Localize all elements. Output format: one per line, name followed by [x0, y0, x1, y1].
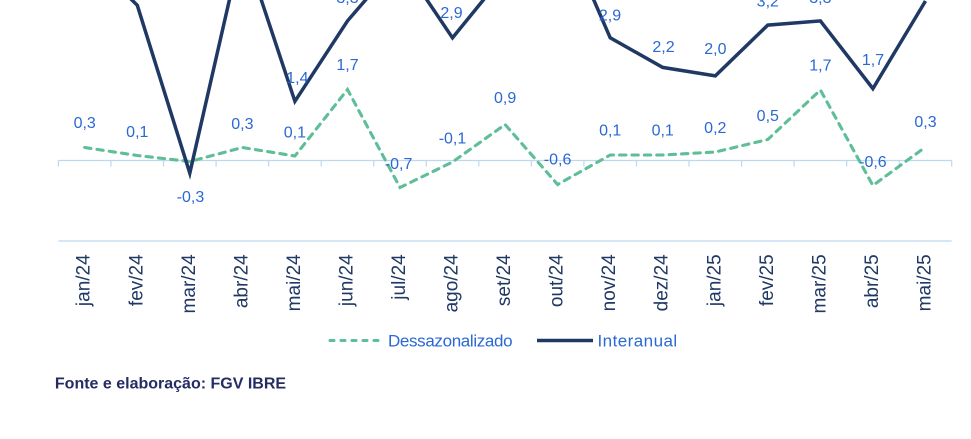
- svg-text:jan/24: jan/24: [74, 254, 95, 307]
- svg-text:mar/25: mar/25: [809, 254, 830, 313]
- svg-text:ago/24: ago/24: [442, 254, 463, 313]
- svg-text:0,9: 0,9: [494, 90, 516, 107]
- svg-text:mar/24: mar/24: [179, 254, 200, 314]
- svg-text:3,3: 3,3: [336, 0, 358, 7]
- svg-text:0,1: 0,1: [284, 125, 306, 142]
- svg-text:mai/25: mai/25: [915, 254, 936, 311]
- svg-text:mai/24: mai/24: [284, 254, 305, 311]
- svg-text:-0,1: -0,1: [439, 131, 467, 148]
- svg-text:1,4: 1,4: [286, 70, 308, 87]
- svg-text:set/24: set/24: [494, 254, 515, 306]
- svg-text:Fonte e elaboração: FGV IBRE: Fonte e elaboração: FGV IBRE: [55, 375, 286, 392]
- svg-text:-0,6: -0,6: [544, 152, 572, 169]
- svg-text:-0,3: -0,3: [177, 189, 205, 206]
- svg-text:0,1: 0,1: [599, 123, 621, 140]
- svg-text:0,1: 0,1: [126, 124, 148, 141]
- svg-text:0,5: 0,5: [757, 108, 779, 125]
- svg-text:fev/24: fev/24: [126, 254, 147, 306]
- svg-text:0,3: 0,3: [231, 116, 253, 133]
- svg-text:1,7: 1,7: [336, 57, 358, 74]
- svg-text:3,2: 3,2: [757, 0, 779, 11]
- svg-text:2,9: 2,9: [440, 5, 462, 22]
- svg-text:jan/25: jan/25: [704, 254, 725, 307]
- svg-text:dez/24: dez/24: [652, 254, 673, 311]
- svg-text:0,3: 0,3: [74, 115, 96, 132]
- svg-text:fev/25: fev/25: [757, 254, 778, 306]
- svg-text:3,3: 3,3: [809, 0, 831, 7]
- svg-text:jun/24: jun/24: [337, 254, 358, 307]
- svg-text:-0,7: -0,7: [385, 156, 413, 173]
- svg-text:1,7: 1,7: [809, 58, 831, 75]
- svg-text:1,7: 1,7: [862, 52, 884, 69]
- svg-text:nov/24: nov/24: [599, 254, 620, 311]
- svg-text:2,0: 2,0: [704, 41, 726, 58]
- svg-text:abr/24: abr/24: [231, 254, 252, 308]
- svg-text:2,2: 2,2: [652, 39, 674, 56]
- svg-text:Interanual: Interanual: [598, 331, 678, 350]
- svg-text:0,1: 0,1: [652, 123, 674, 140]
- svg-text:jul/24: jul/24: [389, 254, 410, 301]
- svg-text:Dessazonalizado: Dessazonalizado: [388, 331, 512, 350]
- svg-text:abr/25: abr/25: [862, 254, 883, 308]
- svg-text:0,3: 0,3: [914, 114, 936, 131]
- svg-text:out/24: out/24: [547, 254, 568, 307]
- svg-text:2,9: 2,9: [599, 7, 621, 24]
- svg-text:-0,6: -0,6: [859, 154, 887, 171]
- svg-text:0,2: 0,2: [704, 120, 726, 137]
